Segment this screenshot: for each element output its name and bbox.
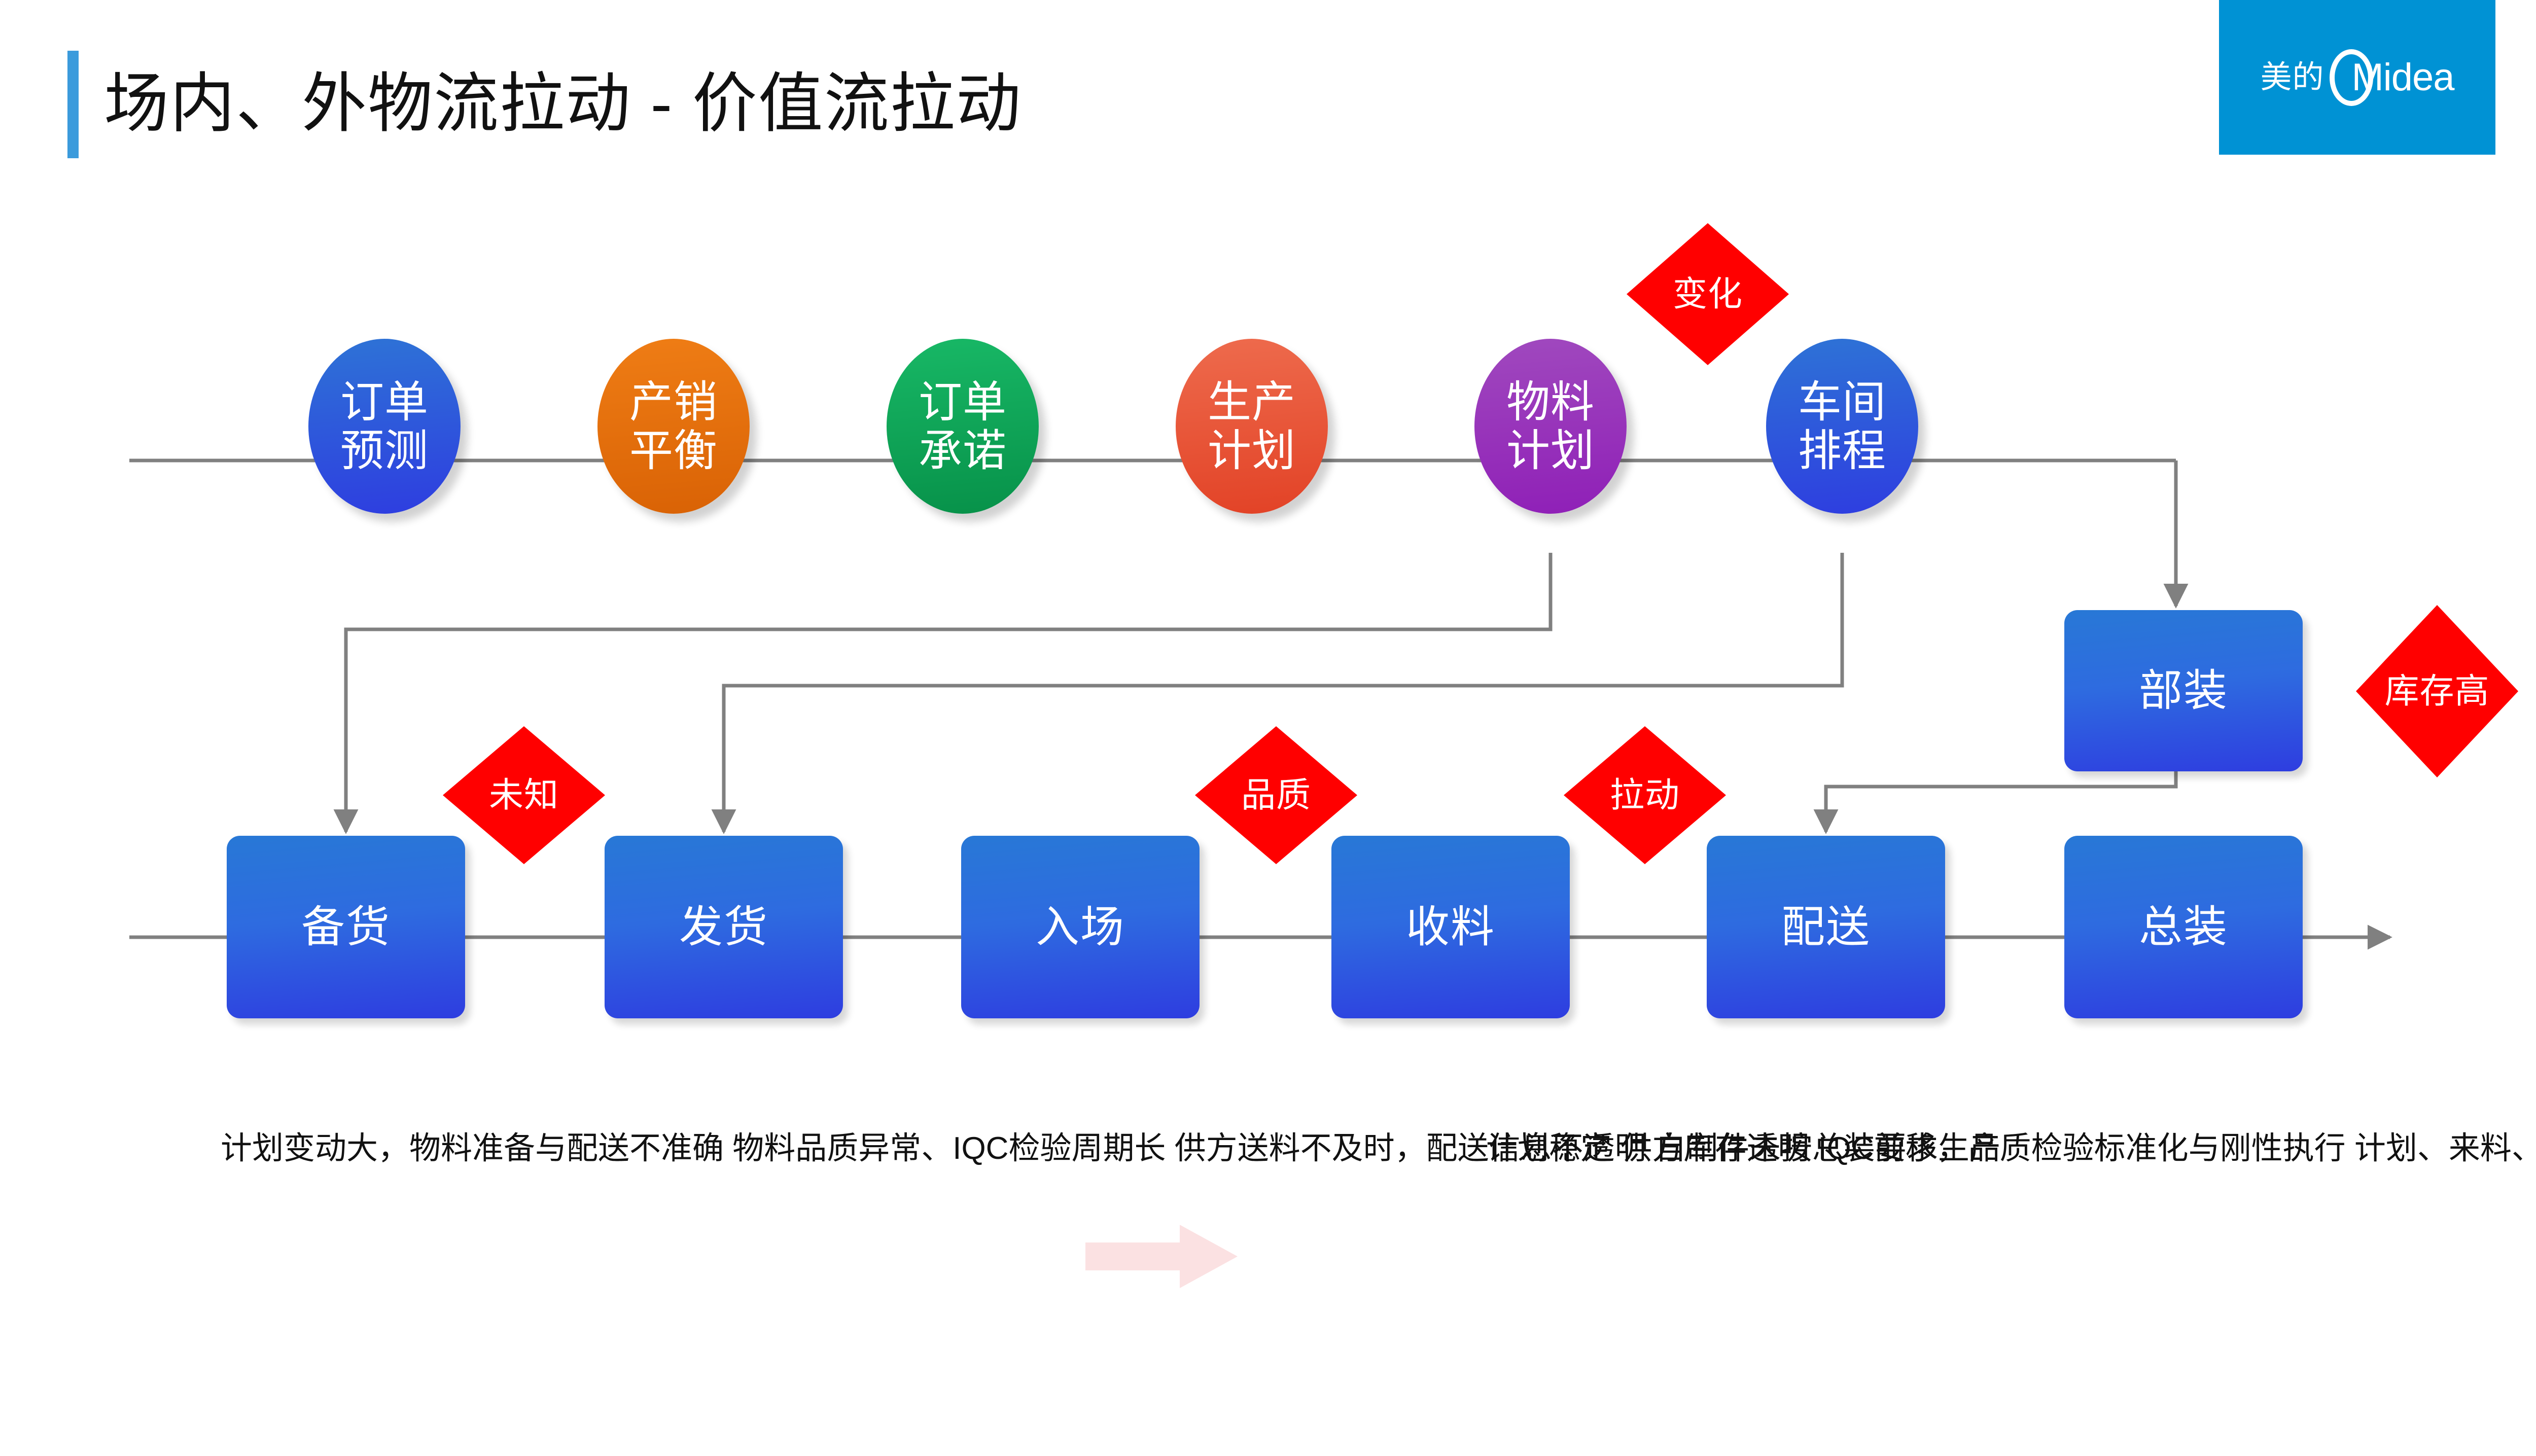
- issue-marker-pull[interactable]: 拉动: [1564, 726, 1726, 864]
- planning-node-workshop-schedule[interactable]: 车间 排程: [1766, 339, 1918, 514]
- issue-marker-label: 未知: [488, 776, 559, 814]
- planning-node-label: 产销 平衡: [629, 377, 718, 475]
- logo-chinese-text: 美的: [2260, 59, 2324, 95]
- logo-ellipse-ring-icon: [2329, 49, 2373, 106]
- planning-node-label: 订单 预测: [340, 377, 429, 475]
- issue-marker-unknown[interactable]: 未知: [443, 726, 605, 864]
- node-label: 收料: [1406, 903, 1495, 951]
- planning-node-label: 物料 计划: [1506, 377, 1595, 475]
- issue-marker-change[interactable]: 变化: [1627, 223, 1789, 365]
- planning-node-label: 生产 计划: [1208, 377, 1296, 475]
- flow-node-arrival[interactable]: 入场: [961, 836, 1200, 1018]
- logo-wordmark: Midea: [2351, 55, 2455, 99]
- issue-marker-label: 库存高: [2384, 672, 2490, 711]
- midea-ring-icon: Midea: [2329, 49, 2455, 106]
- issue-marker-label: 变化: [1672, 275, 1743, 313]
- transition-right-arrow-icon: [1085, 1225, 1238, 1288]
- planning-node-sop-balance[interactable]: 产销 平衡: [597, 339, 750, 514]
- title-accent-bar: [67, 51, 79, 158]
- planning-node-production-plan[interactable]: 生产 计划: [1176, 339, 1328, 514]
- planning-node-label: 车间 排程: [1798, 377, 1886, 475]
- issue-marker-label: 拉动: [1609, 776, 1680, 814]
- flow-node-receiving[interactable]: 收料: [1331, 836, 1570, 1018]
- issue-marker-high-inventory[interactable]: 库存高: [2356, 605, 2518, 777]
- flow-node-shipment[interactable]: 发货: [605, 836, 843, 1018]
- node-label: 总装: [2139, 903, 2228, 951]
- page-title: 场内、外物流拉动 - 价值流拉动: [104, 67, 1022, 140]
- node-label: 配送: [1781, 903, 1871, 951]
- notes-future-state: 计划稳定 供方库存透明 IQC前移，品质检验标准化与刚性执行 计划、来料、生产消…: [1486, 1131, 2536, 1166]
- node-sub-assembly[interactable]: 部装: [2064, 610, 2303, 771]
- node-label: 入场: [1036, 903, 1125, 951]
- planning-node-label: 订单 承诺: [919, 377, 1007, 475]
- planning-node-order-forecast[interactable]: 订单 预测: [308, 339, 461, 514]
- flow-node-final-assembly[interactable]: 总装: [2064, 836, 2303, 1018]
- planning-node-order-commitment[interactable]: 订单 承诺: [887, 339, 1039, 514]
- planning-node-material-plan[interactable]: 物料 计划: [1474, 339, 1627, 514]
- flow-node-delivery[interactable]: 配送: [1707, 836, 1945, 1018]
- node-label: 发货: [679, 903, 768, 951]
- node-label: 备货: [301, 903, 391, 951]
- midea-logo: 美的 Midea: [2219, 0, 2495, 155]
- flow-node-stock-prep[interactable]: 备货: [227, 836, 465, 1018]
- wire-subassembly-to-delivery: [1813, 771, 2178, 834]
- notes-current-state: 计划变动大，物料准备与配送不准确 物料品质异常、IQC检验周期长 供方送料不及时…: [221, 1131, 2001, 1166]
- issue-marker-label: 品质: [1241, 776, 1311, 814]
- node-label: 部装: [2139, 666, 2228, 715]
